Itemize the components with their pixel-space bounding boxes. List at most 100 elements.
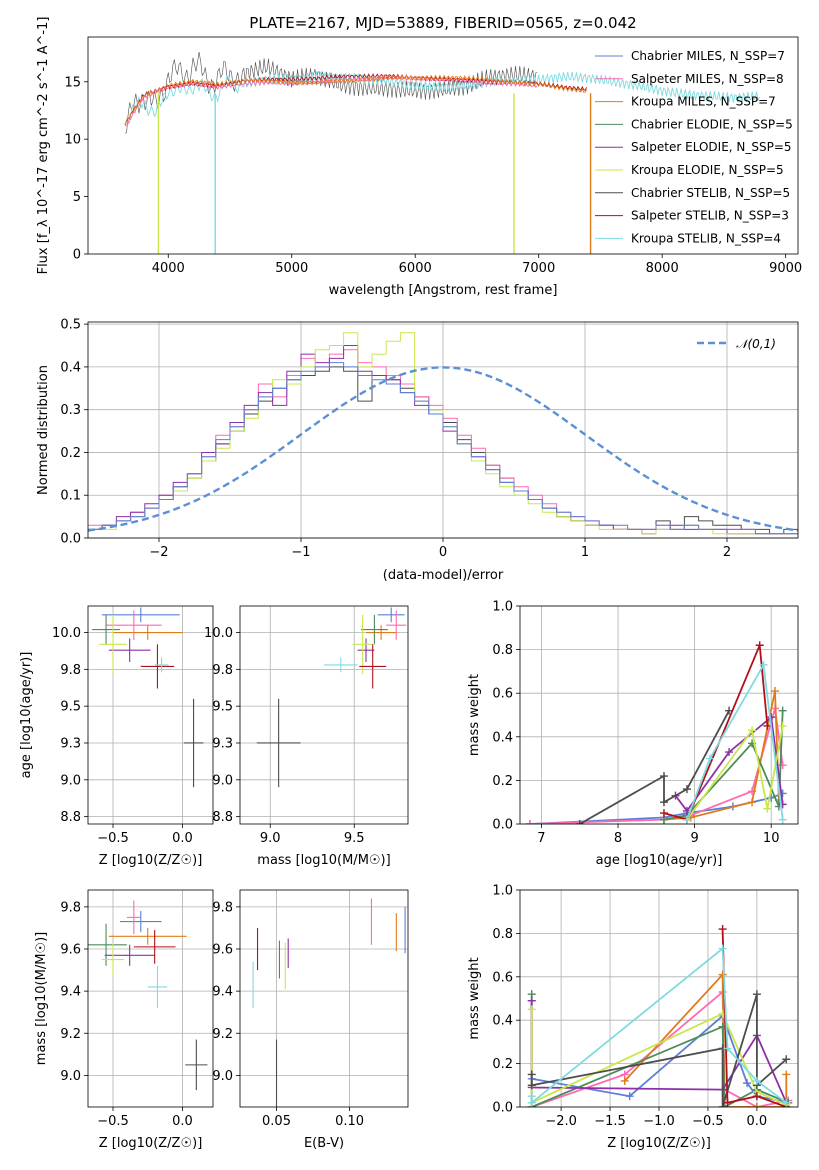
y-tick-label: 9.6 <box>60 942 81 957</box>
mass-weight-marker <box>659 798 668 807</box>
y-axis-label: mass weight <box>467 674 482 756</box>
mass-weight-line <box>686 725 784 821</box>
mass-weight-marker <box>620 1076 629 1085</box>
y-tick-label: 9.2 <box>212 1027 233 1042</box>
x-tick-label: −1.5 <box>594 1114 626 1129</box>
axes-frame <box>519 605 799 825</box>
y-tick-label: 9.0 <box>212 773 233 788</box>
mass-weight-marker <box>718 1103 727 1107</box>
x-tick-label: 9.0 <box>260 831 281 846</box>
x-tick-label: −2.0 <box>545 1114 577 1129</box>
x-tick-label: 6000 <box>399 261 432 276</box>
x-tick-label: 0.0 <box>747 1114 768 1129</box>
y-tick-label: 0.6 <box>492 970 513 985</box>
mass-weight-marker <box>748 798 757 807</box>
x-axis-label: wavelength [Angstrom, rest frame] <box>329 283 558 298</box>
y-tick-label: 9.4 <box>212 985 233 1000</box>
x-tick-label: 9000 <box>769 261 802 276</box>
x-tick-label: 10 <box>763 831 780 846</box>
mass-weight-marker <box>778 721 787 730</box>
y-axis-label: mass [log10(M/M☉)] <box>34 932 49 1065</box>
mass-weight-marker <box>659 809 668 818</box>
y-tick-label: 9.0 <box>60 1069 81 1084</box>
y-tick-label: 0.8 <box>492 927 513 942</box>
mass-weight-line <box>530 994 789 1107</box>
plot-area <box>88 332 798 535</box>
mass-weight-marker <box>752 990 761 999</box>
y-axis-label: Normed distribution <box>36 365 51 495</box>
mass-weight-marker <box>778 815 787 824</box>
y-tick-label: 9.6 <box>212 942 233 957</box>
x-axis-label: Z [log10(Z/Z☉)] <box>99 1136 203 1151</box>
legend-label: Salpeter ELODIE, N_SSP=5 <box>631 140 792 154</box>
axes-frame <box>87 889 214 1108</box>
x-axis-label: mass [log10(M/M☉)] <box>257 853 390 868</box>
x-tick-label: 0.10 <box>335 1114 364 1129</box>
mass-weight-marker <box>743 1079 752 1088</box>
mass-weight-marker <box>718 970 727 979</box>
y-tick-label: 0.4 <box>492 730 513 745</box>
x-tick-label: 9.5 <box>344 831 365 846</box>
mass-weight-marker <box>748 726 757 735</box>
x-tick-label: 1 <box>581 545 589 560</box>
y-tick-label: 0.0 <box>60 532 81 547</box>
panel-mass_vs_ebv: 0.05 0.10 9.0 9.2 9.4 9.6 9.8 E(B-V) <box>212 889 409 1151</box>
x-tick-label: −0.5 <box>97 1114 129 1129</box>
y-tick-label: 8.8 <box>60 810 81 825</box>
mass-weight-marker <box>782 1098 791 1107</box>
spectrum-series <box>124 74 538 127</box>
x-tick-label: 8 <box>614 831 622 846</box>
x-axis-label: Z [log10(Z/Z☉)] <box>99 853 203 868</box>
plot-area <box>124 52 760 254</box>
mass-weight-marker <box>782 1055 791 1064</box>
mass-weight-marker <box>525 820 534 824</box>
y-tick-label: 0.6 <box>492 687 513 702</box>
x-axis-label: (data-model)/error <box>383 568 504 583</box>
panel-mass_weight_vs_age: 7 8 9 10 0.0 0.2 0.4 0.6 0.8 1.0 age [log10(age/yr… <box>467 600 799 868</box>
y-tick-label: 0.0 <box>492 818 513 833</box>
y-tick-label: 1.0 <box>492 600 513 615</box>
y-tick-label: 10.0 <box>52 626 81 641</box>
mass-weight-marker <box>763 804 772 813</box>
y-tick-label: 9.3 <box>60 736 81 751</box>
legend-label: 𝒩(0,1) <box>736 337 776 351</box>
y-tick-label: 0 <box>73 248 81 263</box>
x-tick-label: 5000 <box>275 261 308 276</box>
y-axis-label: Flux [f_λ 10^-17 erg cm^-2 s^-1 A^-1] <box>36 17 51 275</box>
mass-weight-marker <box>755 641 764 650</box>
y-tick-label: 9.0 <box>212 1069 233 1084</box>
mass-weight-marker <box>705 754 714 763</box>
mass-weight-marker <box>782 1070 791 1079</box>
mass-weight-marker <box>771 687 780 696</box>
mass-weight-line <box>686 662 784 820</box>
y-tick-label: 9.2 <box>60 1027 81 1042</box>
axes-frame <box>519 889 799 1108</box>
mass-weight-line <box>624 972 788 1107</box>
panel-spectrum: 4000 5000 6000 7000 8000 9000 0 5 10 15 wavelength… <box>36 17 802 298</box>
y-tick-label: 0.2 <box>60 446 81 461</box>
x-tick-label: 9 <box>690 831 698 846</box>
y-tick-label: 9.4 <box>60 985 81 1000</box>
y-tick-label: 0.1 <box>60 489 81 504</box>
x-tick-label: 0.05 <box>262 1114 291 1129</box>
x-tick-label: −2 <box>149 545 168 560</box>
y-tick-label: 15 <box>64 75 81 90</box>
legend-label: Chabrier MILES, N_SSP=7 <box>631 49 785 63</box>
spectrum-series <box>124 71 760 125</box>
mass-weight-marker <box>725 748 734 757</box>
mass-weight-marker <box>752 1076 761 1085</box>
mass-weight-marker <box>527 1098 536 1107</box>
x-tick-label: −1.0 <box>643 1114 675 1129</box>
panel-residuals: −2 −1 0 1 2 0.0 0.1 0.2 0.3 0.4 0.5 (data-model)/er… <box>36 318 799 583</box>
y-tick-label: 9.3 <box>212 736 233 751</box>
panel-age_vs_mass: 9.0 9.5 8.8 9.0 9.3 9.5 9.8 10.0 mass [log10(M/M… <box>204 605 409 868</box>
x-tick-label: 0.0 <box>172 831 193 846</box>
panel-mass_vs_Z: −0.5 0.0 9.0 9.2 9.4 9.6 9.8 Z [log10(Z/Z☉)] mas… <box>34 889 214 1151</box>
axes-frame <box>87 321 799 539</box>
axes-frame <box>87 36 799 255</box>
panel-mass_weight_vs_Z: −2.0 −1.5 −1.0 −0.5 0.0 0.0 0.2 0.4 0.6 0.8 1.0 Z [… <box>467 884 799 1151</box>
y-tick-label: 9.8 <box>212 663 233 678</box>
y-axis-label: age [log10(age/yr)] <box>19 652 34 779</box>
y-tick-label: 8.8 <box>212 810 233 825</box>
mass-weight-line <box>663 644 769 821</box>
